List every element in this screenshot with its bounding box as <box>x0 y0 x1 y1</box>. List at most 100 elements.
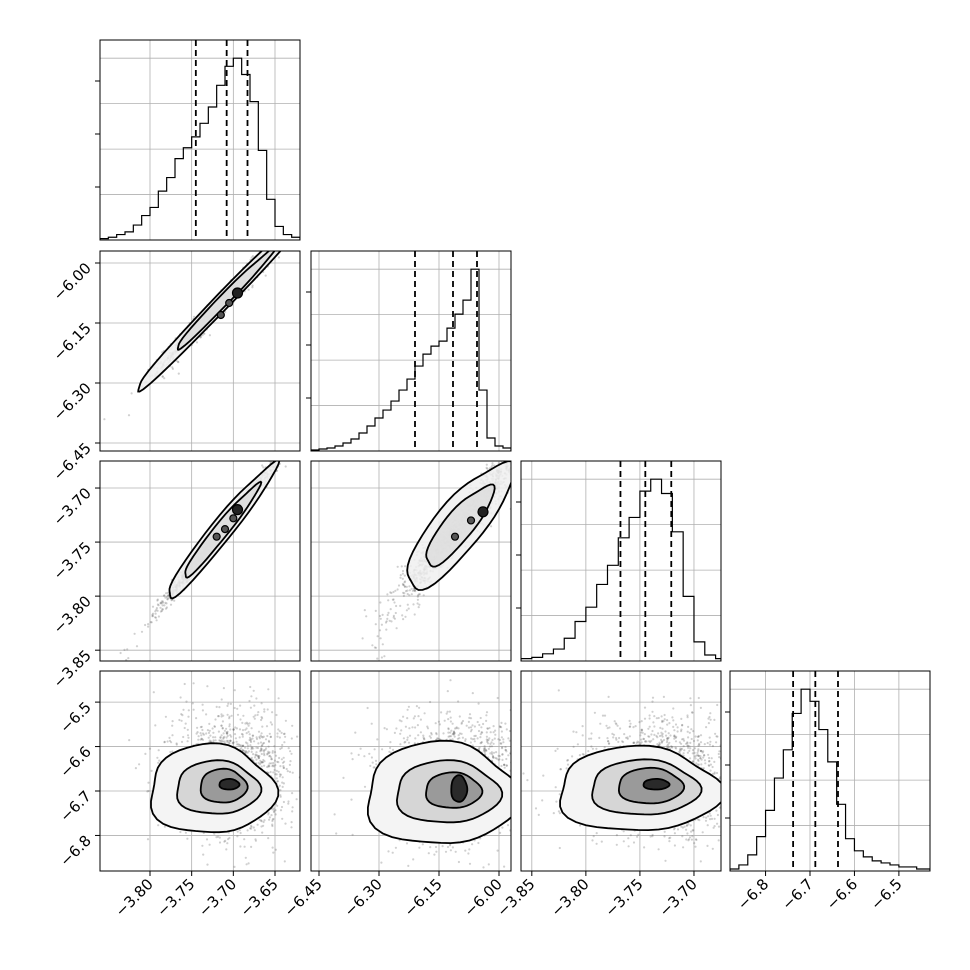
scatter-panel-1-0 <box>100 218 309 451</box>
sample-point <box>283 860 286 863</box>
sample-point <box>279 453 281 455</box>
sample-point <box>519 455 521 457</box>
sample-point <box>514 442 516 444</box>
sample-point <box>176 360 180 363</box>
sample-point <box>282 765 285 768</box>
sample-point <box>164 601 167 605</box>
sample-point <box>417 606 420 609</box>
sample-point <box>270 244 272 246</box>
sample-point <box>173 599 176 602</box>
sample-point <box>513 475 515 477</box>
sample-point <box>268 762 271 765</box>
sample-point <box>273 244 275 246</box>
sample-point <box>408 594 411 597</box>
sample-point <box>236 707 239 710</box>
sample-point <box>229 739 232 743</box>
sample-point <box>296 429 298 431</box>
sample-point <box>255 746 258 749</box>
sample-point <box>417 593 420 596</box>
sample-point <box>236 713 240 716</box>
sample-point <box>406 592 409 596</box>
sample-point <box>279 246 281 248</box>
sample-point <box>229 702 232 706</box>
sample-point <box>405 585 408 589</box>
sample-point <box>248 722 251 725</box>
sample-point <box>251 737 254 740</box>
sample-point <box>267 764 270 767</box>
sample-point <box>162 594 166 597</box>
sample-point <box>196 731 199 734</box>
sample-point <box>160 600 163 603</box>
sample-point <box>272 241 274 243</box>
sample-point <box>271 764 275 767</box>
sample-point <box>156 756 159 759</box>
sample-point <box>271 846 274 849</box>
sample-point <box>410 587 413 590</box>
sample-point <box>514 449 516 451</box>
sample-point <box>157 604 160 607</box>
density-peak <box>477 506 489 518</box>
sample-point <box>538 450 540 452</box>
sample-point <box>222 714 225 717</box>
sample-point <box>290 231 292 233</box>
sample-point <box>281 458 283 460</box>
histogram-step-3 <box>730 688 930 871</box>
sample-point <box>267 245 269 247</box>
sample-point <box>125 658 128 661</box>
sample-point <box>522 455 524 457</box>
sample-point <box>394 611 397 615</box>
sample-point <box>307 218 309 220</box>
sample-point <box>258 737 261 740</box>
sample-point <box>390 591 393 595</box>
sample-point <box>393 617 396 620</box>
sample-point <box>515 415 517 417</box>
sample-point <box>225 731 228 734</box>
sample-point <box>485 463 488 466</box>
sample-point <box>523 454 525 456</box>
sample-point <box>197 738 200 741</box>
sample-point <box>293 441 295 443</box>
sample-point <box>151 615 154 618</box>
sample-point <box>154 612 157 615</box>
sample-point <box>393 601 396 604</box>
sample-point <box>215 705 218 709</box>
sample-point <box>272 807 275 810</box>
sample-point <box>154 724 157 727</box>
sample-point <box>511 452 513 454</box>
sample-point <box>394 589 397 592</box>
sample-point <box>278 241 280 243</box>
sample-point <box>155 619 158 622</box>
sample-point <box>403 592 406 595</box>
sample-point <box>514 446 516 448</box>
sample-point <box>273 457 275 459</box>
sample-point <box>513 459 515 461</box>
sample-point <box>217 715 220 718</box>
sample-point <box>274 243 276 245</box>
sample-point <box>265 725 269 728</box>
sample-point <box>249 739 252 742</box>
sample-point <box>263 819 266 822</box>
sample-point <box>379 617 382 620</box>
sample-point <box>227 838 230 841</box>
sample-point <box>157 749 160 752</box>
sample-point <box>274 764 277 767</box>
sample-point <box>127 414 131 417</box>
sample-point <box>171 720 174 723</box>
density-peak <box>231 504 244 516</box>
sample-point <box>236 743 239 746</box>
sample-point <box>510 456 512 458</box>
sample-point <box>414 590 417 593</box>
sample-point <box>281 785 284 789</box>
sample-point <box>271 457 273 459</box>
sample-point <box>284 453 286 455</box>
sample-point <box>284 735 287 738</box>
sample-point <box>517 472 519 474</box>
sample-point <box>515 453 517 455</box>
sample-point <box>402 618 405 621</box>
sample-point <box>262 750 265 753</box>
sample-point <box>519 441 521 443</box>
sample-point <box>257 757 260 760</box>
sample-point <box>418 593 421 596</box>
sample-point <box>229 739 232 742</box>
sample-point <box>402 591 405 594</box>
